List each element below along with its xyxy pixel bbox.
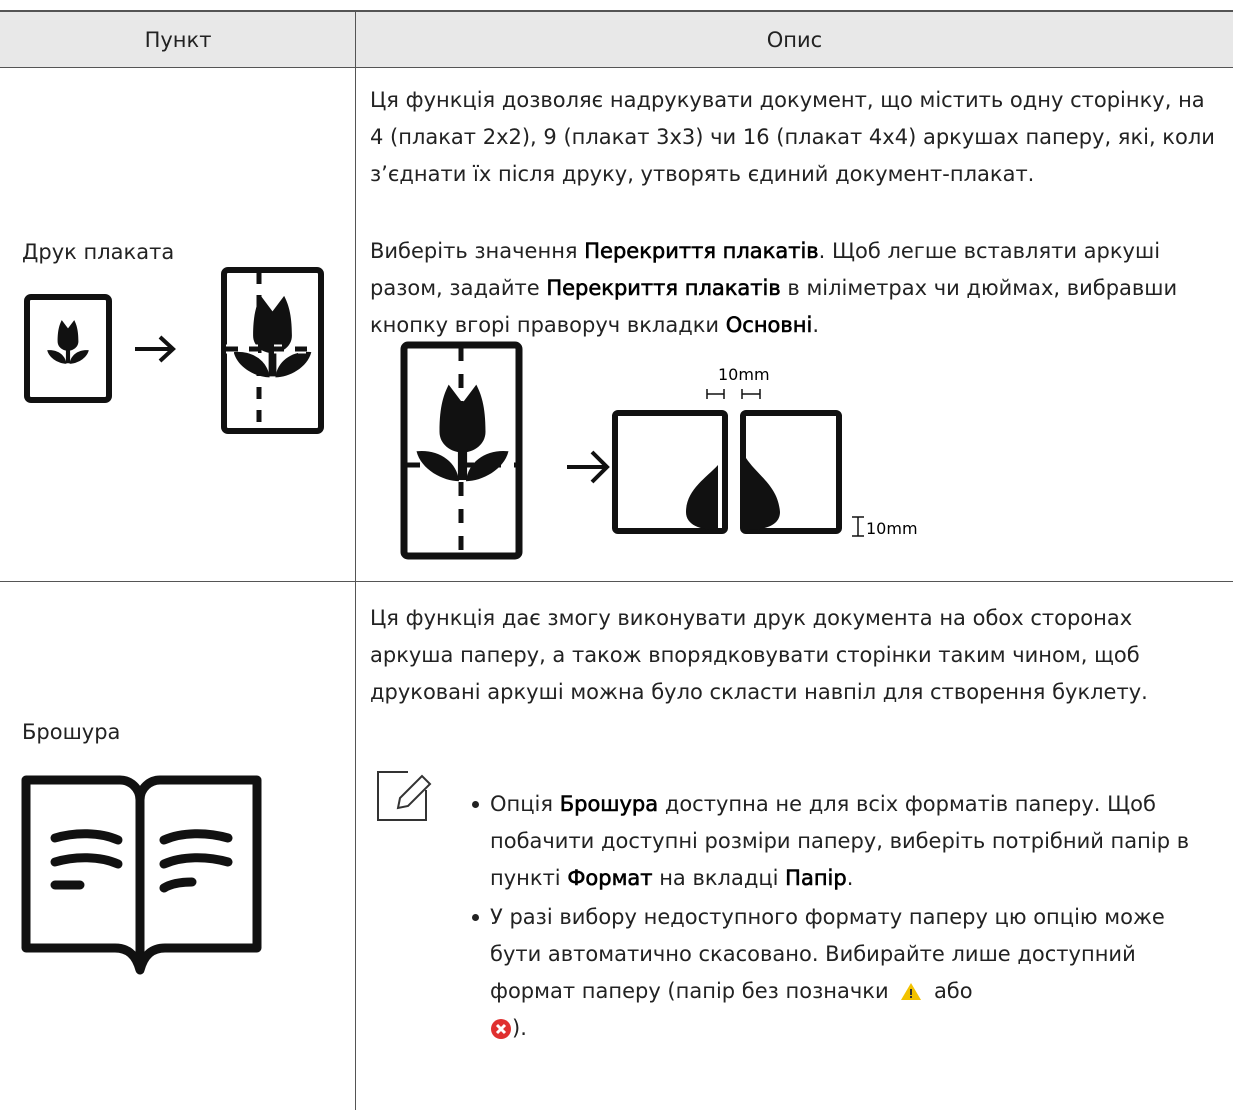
note: Опція Брошура доступна не для всіх форма… bbox=[470, 786, 1220, 897]
text-segment: Брошура bbox=[559, 792, 659, 817]
item-label: Друк плаката bbox=[22, 240, 175, 264]
text-segment: доступна не для всіх форматів паперу. Що… bbox=[490, 792, 1190, 890]
tulip-icon bbox=[47, 320, 89, 364]
text-segment: в міліметрах чи дюймах, вибравши кнопку … bbox=[370, 276, 1178, 337]
note-icon bbox=[377, 771, 432, 821]
sheet bbox=[612, 410, 728, 534]
text-segment: на вкладці bbox=[652, 866, 786, 890]
row-divider bbox=[0, 581, 1233, 582]
dimension-label: 10mm bbox=[866, 519, 918, 538]
dimension-label: 10mm bbox=[718, 365, 770, 384]
item-label: Брошура bbox=[22, 720, 121, 744]
text-segment: Виберіть значення bbox=[370, 239, 585, 263]
text-segment: Перекриття плакатів bbox=[584, 239, 819, 264]
text-segment: Опція bbox=[490, 792, 560, 816]
page-icon bbox=[24, 294, 112, 403]
description: Ця функція дозволяє надрукувати документ… bbox=[370, 82, 1220, 193]
note: У разі вибору недоступного формату папер… bbox=[470, 899, 1220, 1047]
text-segment: Папір bbox=[785, 866, 847, 891]
text-segment: . bbox=[846, 866, 854, 890]
dimension-mark bbox=[706, 389, 761, 399]
poster-icon bbox=[221, 267, 324, 434]
arrow bbox=[135, 335, 176, 363]
tulip-icon bbox=[233, 295, 312, 378]
sheet bbox=[740, 410, 842, 534]
text-segment: У разі вибору недоступного формату папер… bbox=[490, 905, 1165, 1003]
text-segment: . Щоб легше вставляти аркуші разом, зада… bbox=[370, 239, 1161, 300]
description: Виберіть значення Перекриття плакатів. Щ… bbox=[370, 233, 1220, 344]
dimension-mark bbox=[852, 516, 864, 537]
tulip-half bbox=[686, 465, 718, 530]
arrow bbox=[567, 450, 610, 484]
column-divider bbox=[355, 10, 356, 1110]
warning-icon bbox=[901, 983, 922, 1000]
poster-icon bbox=[400, 341, 523, 560]
description: Ця функція дає змогу виконувати друк док… bbox=[370, 600, 1220, 711]
notes: Опція Брошура доступна не для всіх форма… bbox=[470, 786, 1220, 1049]
header-cell: Пункт bbox=[0, 10, 356, 68]
text-segment: Перекриття плакатів bbox=[546, 276, 781, 301]
text-segment: Ця функція дає змогу виконувати друк док… bbox=[370, 606, 1148, 704]
text-segment: або bbox=[927, 979, 973, 1003]
text-segment: Ця функція дозволяє надрукувати документ… bbox=[370, 88, 1215, 186]
text-segment: Формат bbox=[567, 866, 653, 891]
book-icon bbox=[21, 775, 262, 975]
header-cell: Опис bbox=[356, 10, 1233, 68]
text-segment: ). bbox=[512, 1016, 527, 1040]
text-segment: . bbox=[812, 313, 820, 337]
text-segment: Основні bbox=[725, 313, 813, 338]
tulip-half bbox=[746, 458, 780, 530]
error-icon bbox=[491, 1019, 511, 1039]
